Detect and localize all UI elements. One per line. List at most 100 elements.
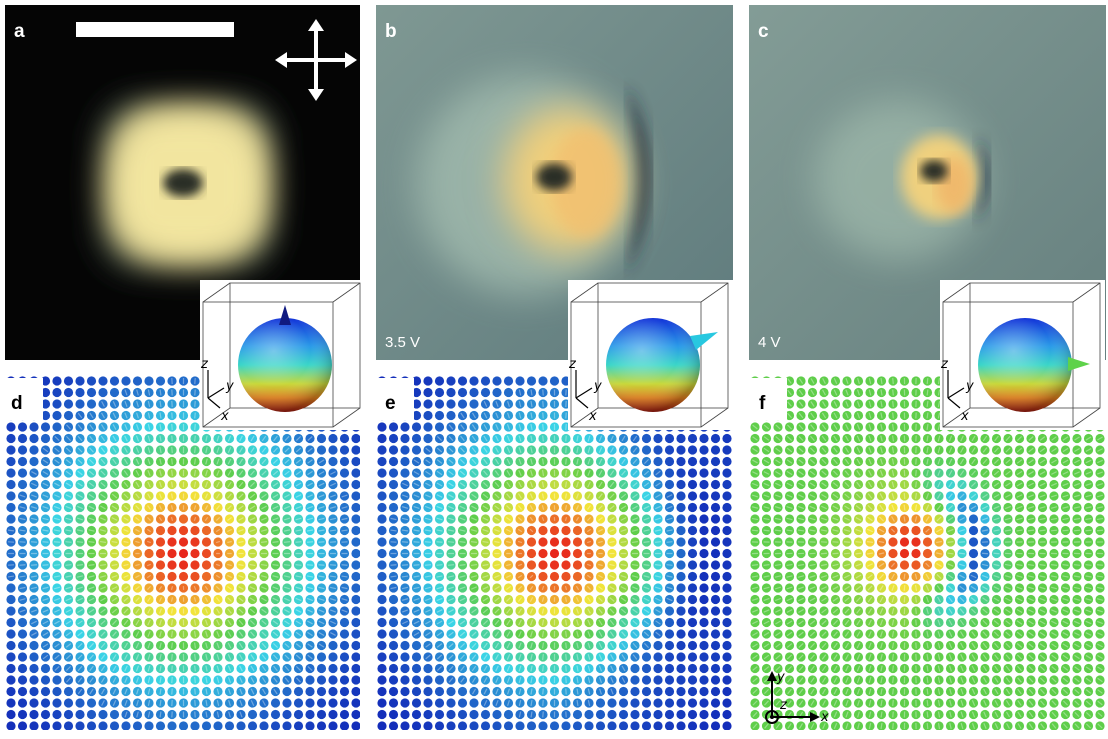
lattice-node [446, 548, 456, 559]
lattice-node [86, 663, 97, 674]
lattice-node [446, 433, 456, 444]
lattice-node [538, 502, 548, 513]
lattice-node [922, 606, 933, 616]
lattice-node [377, 445, 387, 455]
lattice-node [865, 410, 875, 421]
lattice-node [784, 721, 795, 730]
lattice-node [190, 721, 200, 730]
lattice-node [761, 652, 772, 662]
lattice-node [853, 698, 864, 708]
lattice-node [630, 640, 640, 651]
lattice-node [144, 502, 154, 513]
lattice-node [664, 571, 675, 582]
lattice-node [328, 479, 338, 490]
lattice-node [1083, 583, 1094, 593]
lattice-node [934, 479, 944, 490]
lattice-node [423, 548, 433, 559]
lattice-node [572, 468, 583, 478]
lattice-node [75, 698, 85, 708]
lattice-node [1095, 537, 1105, 547]
lattice-node [434, 594, 445, 605]
lattice-node [888, 514, 898, 524]
lattice-node [109, 548, 120, 559]
lattice-node [98, 422, 108, 432]
lattice-node [270, 491, 281, 501]
lattice-node [945, 514, 956, 524]
lattice-node [469, 445, 479, 455]
lattice-node [480, 583, 491, 593]
lattice-node [761, 560, 772, 570]
lattice-node [641, 468, 652, 478]
lattice-node [865, 652, 875, 662]
lattice-node [190, 479, 200, 490]
lattice-node [1049, 652, 1059, 662]
lattice-node [641, 663, 652, 674]
lattice-node [819, 410, 829, 421]
lattice-node [63, 410, 74, 421]
panel-label-b: b [385, 21, 397, 42]
lattice-node [911, 387, 921, 398]
lattice-node [538, 548, 548, 559]
lattice-node [945, 525, 956, 536]
lattice-node [722, 606, 732, 616]
lattice-node [710, 525, 721, 536]
lattice-node [876, 548, 887, 559]
lattice-node [980, 606, 990, 616]
lattice-node [29, 721, 39, 730]
lattice-node [876, 675, 887, 685]
lattice-node [699, 709, 709, 720]
lattice-node [6, 594, 16, 605]
lattice-node [201, 445, 212, 455]
lattice-node [201, 594, 212, 605]
lattice-node [561, 629, 571, 639]
lattice-node [121, 640, 131, 651]
lattice-node [388, 537, 399, 547]
lattice-node [922, 537, 933, 547]
lattice-node [750, 721, 760, 730]
lattice-node [653, 606, 663, 616]
lattice-node [423, 422, 433, 432]
lattice-node [1014, 629, 1025, 639]
lattice-node [761, 594, 772, 605]
lattice-node [699, 675, 709, 685]
lattice-node [641, 479, 652, 490]
lattice-node [830, 571, 841, 582]
lattice-node [538, 583, 548, 593]
lattice-node [224, 617, 235, 628]
lattice-node [1037, 629, 1048, 639]
lattice-node [155, 640, 166, 651]
lattice-node [784, 433, 795, 444]
lattice-node [549, 433, 560, 444]
lattice-node [1014, 721, 1025, 730]
lattice-node [784, 525, 795, 536]
lattice-node [434, 456, 445, 467]
lattice-node [584, 525, 594, 536]
lattice-node [434, 640, 445, 651]
lattice-node [595, 583, 606, 593]
lattice-node [480, 640, 491, 651]
lattice-node [75, 479, 85, 490]
lattice-node [607, 652, 617, 662]
lattice-node [819, 686, 829, 697]
lattice-node [595, 617, 606, 628]
lattice-node [351, 445, 360, 455]
lattice-node [98, 456, 108, 467]
lattice-node [687, 514, 698, 524]
lattice-node [423, 468, 433, 478]
lattice-node [98, 675, 108, 685]
lattice-node [561, 548, 571, 559]
lattice-node [761, 629, 772, 639]
lattice-node [469, 433, 479, 444]
lattice-node [469, 629, 479, 639]
lattice-node [377, 479, 387, 490]
lattice-node [865, 514, 875, 524]
lattice-node [561, 617, 571, 628]
lattice-node [911, 640, 921, 651]
lattice-node [98, 629, 108, 639]
lattice-node [40, 571, 51, 582]
lattice-node [710, 502, 721, 513]
lattice-node [876, 560, 887, 570]
lattice-node [676, 468, 686, 478]
lattice-node [492, 468, 502, 478]
lattice-node [957, 537, 967, 547]
